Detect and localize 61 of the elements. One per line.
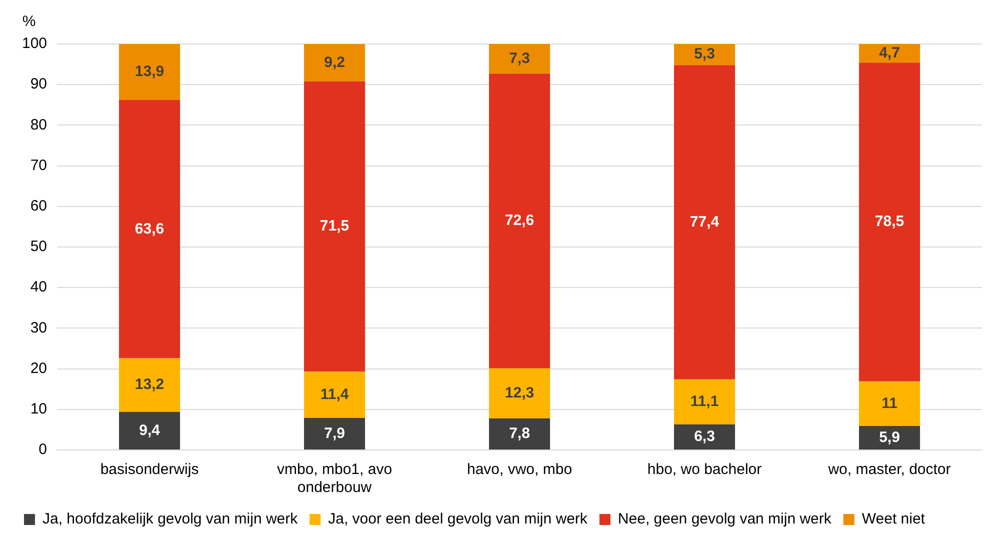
data-label: 7,9 [324,424,345,442]
bar [119,44,180,100]
data-label: 5,3 [694,45,715,62]
data-label: 4,7 [879,44,900,62]
bar [858,381,920,426]
y-tick-label: 70 [30,156,48,174]
y-tick-label: 0 [38,441,48,458]
x-tick-label: havo, vwo, mbo [466,461,572,478]
bar [304,44,366,82]
y-tick-label: 60 [30,198,48,215]
data-label: 11,1 [690,393,719,410]
data-label: 11,4 [320,386,350,403]
bar [674,44,736,66]
bar [674,65,736,380]
legend-label: Nee, geen gevolg van mijn werk [618,510,832,528]
y-tick-label: 90 [30,76,48,93]
bar [488,368,550,418]
y-tick-label: 30 [30,319,48,336]
data-label: 71,5 [320,218,350,235]
legend-label: Weet niet [862,510,926,528]
x-tick-label: basisonderwijs [100,461,199,478]
data-label: 11 [882,394,898,412]
data-label: 7,3 [509,50,530,67]
x-tick-label: hbo, wo bachelor [647,461,762,478]
data-label: 12,3 [504,384,534,402]
legend-label: Ja, hoofdzakelijk gevolg van mijn werk [42,510,298,528]
data-label: 5,9 [879,428,900,446]
bar [858,62,920,382]
data-label: 63,6 [134,220,164,238]
data-label: 13,9 [134,62,164,80]
bar [858,426,920,450]
data-label: 7,8 [509,425,530,442]
bar [488,44,550,74]
x-tick-label: wo, master, doctor [827,461,951,478]
bar [304,418,366,450]
data-label: 9,4 [139,422,161,439]
data-label: 78,5 [874,213,904,230]
data-label: 6,3 [694,428,715,446]
bar [488,418,550,450]
bar [304,81,366,372]
y-tick-label: 20 [30,360,48,377]
legend-label: Ja, voor een deel gevolg van mijn werk [328,510,588,528]
bar [119,412,180,450]
data-label: 72,6 [504,212,534,230]
x-tick-label: vmbo, mbo1, avo onderbouw [276,461,392,496]
data-label: 13,2 [134,376,164,394]
bar [304,372,366,418]
y-tick-label: 40 [30,278,48,296]
y-tick-label: 80 [30,116,48,134]
y-tick-label: 100 [22,35,48,52]
y-tick-label: 50 [30,238,48,256]
bar [858,44,920,63]
y-axis-title: % [22,13,36,30]
bar [119,100,180,358]
bar [119,358,180,412]
data-label: 9,2 [324,54,345,71]
bar [674,424,736,450]
bar [674,379,736,424]
data-label: 77,4 [690,213,720,230]
y-tick-label: 10 [30,400,48,418]
bar [488,74,550,368]
